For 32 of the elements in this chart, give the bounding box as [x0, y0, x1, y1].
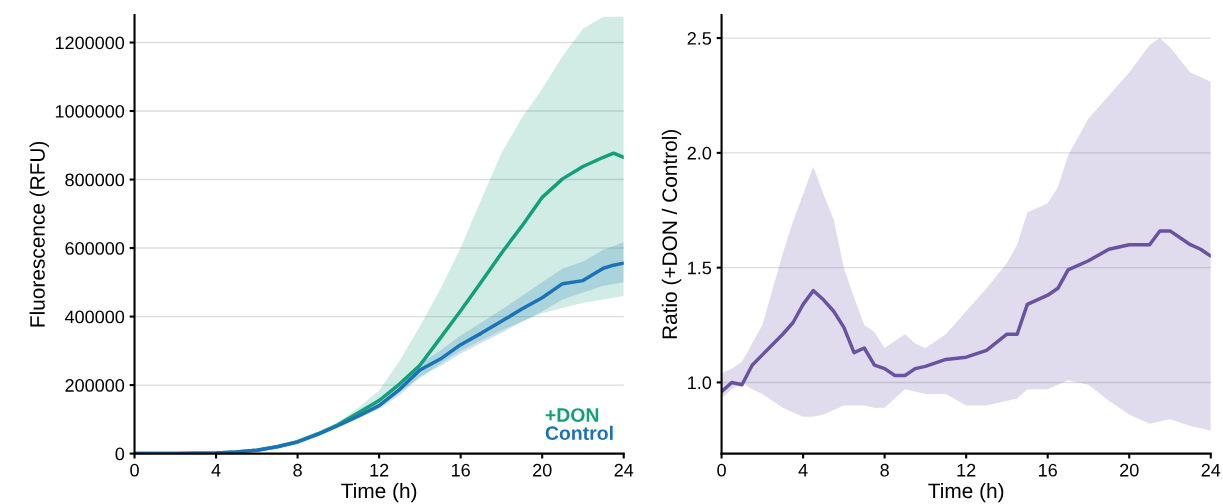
x-tick-label: 4 — [798, 463, 808, 477]
x-tick-label: 4 — [211, 463, 221, 477]
y-tick-label: 600000 — [65, 242, 125, 255]
y-tick-label: 400000 — [64, 310, 125, 324]
y-tick-label: 2.0 — [687, 146, 712, 160]
x-tick-label: 20 — [533, 463, 552, 477]
y-tick-label: 1200000 — [55, 36, 125, 50]
x-tick-label: 0 — [717, 463, 726, 477]
x-tick-label: 12 — [370, 463, 389, 477]
y-tick-label: 1.0 — [688, 376, 712, 390]
x-axis-title: Time (h) — [928, 482, 1004, 503]
y-tick-label: 1.5 — [688, 261, 712, 275]
y-tick-label: 200000 — [65, 379, 125, 392]
y-tick-label: 0 — [115, 447, 125, 461]
x-tick-label: 0 — [130, 463, 139, 477]
x-axis-title: Time (h) — [341, 482, 417, 503]
x-tick-label: 16 — [452, 463, 470, 477]
x-tick-label: 20 — [1120, 463, 1139, 477]
y-axis-title: Fluorescence (RFU) — [29, 141, 49, 327]
x-tick-label: 24 — [1201, 463, 1221, 477]
x-tick-label: 8 — [293, 463, 302, 477]
line-series — [721, 229, 1211, 394]
y-tick-label: 1000000 — [55, 104, 125, 118]
x-tick-label: 8 — [880, 463, 889, 477]
text: Control — [545, 425, 613, 441]
x-tick-label: 24 — [614, 463, 634, 477]
y-tick-label: 800000 — [65, 173, 125, 187]
x-tick-label: 16 — [1039, 463, 1057, 477]
y-tick-label: 2.5 — [687, 32, 712, 45]
text: +DON — [545, 408, 599, 422]
y-axis-title: Ratio (+DON / Control) — [661, 130, 682, 339]
x-tick-label: 12 — [957, 463, 976, 477]
